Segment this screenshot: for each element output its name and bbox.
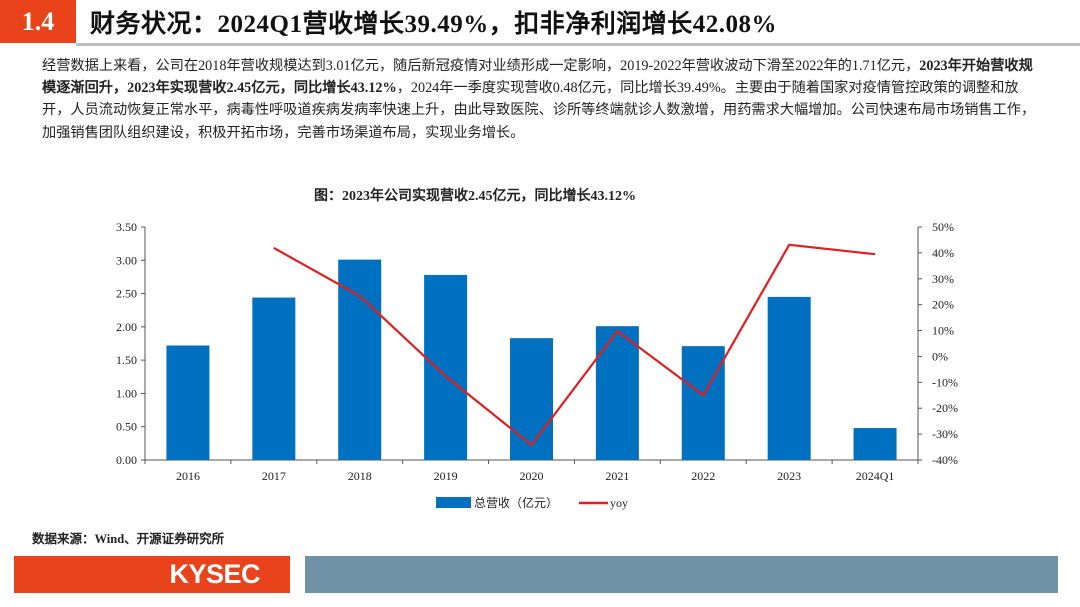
body-paragraph: 经营数据上来看，公司在2018年营收规模达到3.01亿元，随后新冠疫情对业绩形成… <box>42 55 1042 144</box>
right-tick-label: 30% <box>932 272 954 286</box>
left-tick-label: 3.00 <box>116 253 137 267</box>
right-tick-label: 50% <box>932 220 954 234</box>
left-tick-label: 0.00 <box>116 453 137 467</box>
left-tick-label: 1.50 <box>116 353 137 367</box>
bar-2016 <box>166 345 210 460</box>
section-number: 1.4 <box>0 0 76 43</box>
right-tick-label: -30% <box>932 427 958 441</box>
left-tick-label: 2.00 <box>116 320 137 334</box>
body-text-segment: ，2024年一季度实现营收0.48亿元，同比增长39.49%。主要由于随着国家对… <box>42 80 1036 141</box>
data-source: 数据来源：Wind、开源证券研究所 <box>32 532 225 546</box>
right-tick-label: -10% <box>932 375 958 389</box>
x-tick-label: 2024Q1 <box>856 469 895 483</box>
legend-label-revenue: 总营收（亿元） <box>474 495 558 510</box>
right-tick-label: -20% <box>932 401 958 415</box>
left-tick-label: 3.50 <box>116 220 137 234</box>
body-text-bold-segment: 2023年开始营收规模逐渐回升，2023年实现营收2.45亿元，同比增长43.1… <box>42 58 1033 97</box>
body-text-segment: 经营数据上来看，公司在2018年营收规模达到3.01亿元，随后新冠疫情对业绩形成… <box>42 58 920 74</box>
bar-2019 <box>424 274 468 460</box>
left-tick-label: 2.50 <box>116 287 137 301</box>
right-tick-label: 20% <box>932 298 954 312</box>
footer-bar <box>305 556 1058 593</box>
bar-2024Q1 <box>853 428 897 460</box>
x-tick-label: 2020 <box>520 469 544 483</box>
x-tick-label: 2016 <box>176 469 200 483</box>
bar-2021 <box>595 326 639 460</box>
x-tick-label: 2017 <box>262 469 286 483</box>
right-tick-label: 0% <box>932 349 948 363</box>
x-tick-label: 2022 <box>691 469 715 483</box>
x-tick-label: 2021 <box>605 469 629 483</box>
legend-swatch-revenue <box>436 497 471 508</box>
left-tick-label: 0.50 <box>116 420 137 434</box>
bar-2022 <box>681 346 725 460</box>
x-tick-label: 2019 <box>434 469 458 483</box>
bar-2020 <box>510 338 553 460</box>
kysec-logo: KYSEC <box>14 556 290 593</box>
right-tick-label: 10% <box>932 324 954 338</box>
left-tick-label: 1.00 <box>116 386 137 400</box>
yoy-line <box>273 243 876 447</box>
bar-2017 <box>252 297 296 460</box>
right-tick-label: 40% <box>932 246 954 260</box>
legend-label-yoy: yoy <box>610 496 628 510</box>
right-tick-label: -40% <box>932 453 958 467</box>
x-tick-label: 2023 <box>777 469 801 483</box>
title-divider <box>76 43 1080 46</box>
bar-2018 <box>338 259 382 460</box>
x-tick-label: 2018 <box>348 469 372 483</box>
bar-2023 <box>767 296 811 460</box>
chart-title: 图：2023年公司实现营收2.45亿元，同比增长43.12% <box>314 189 636 204</box>
page-title: 财务状况：2024Q1营收增长39.49%，扣非净利润增长42.08% <box>90 11 777 38</box>
